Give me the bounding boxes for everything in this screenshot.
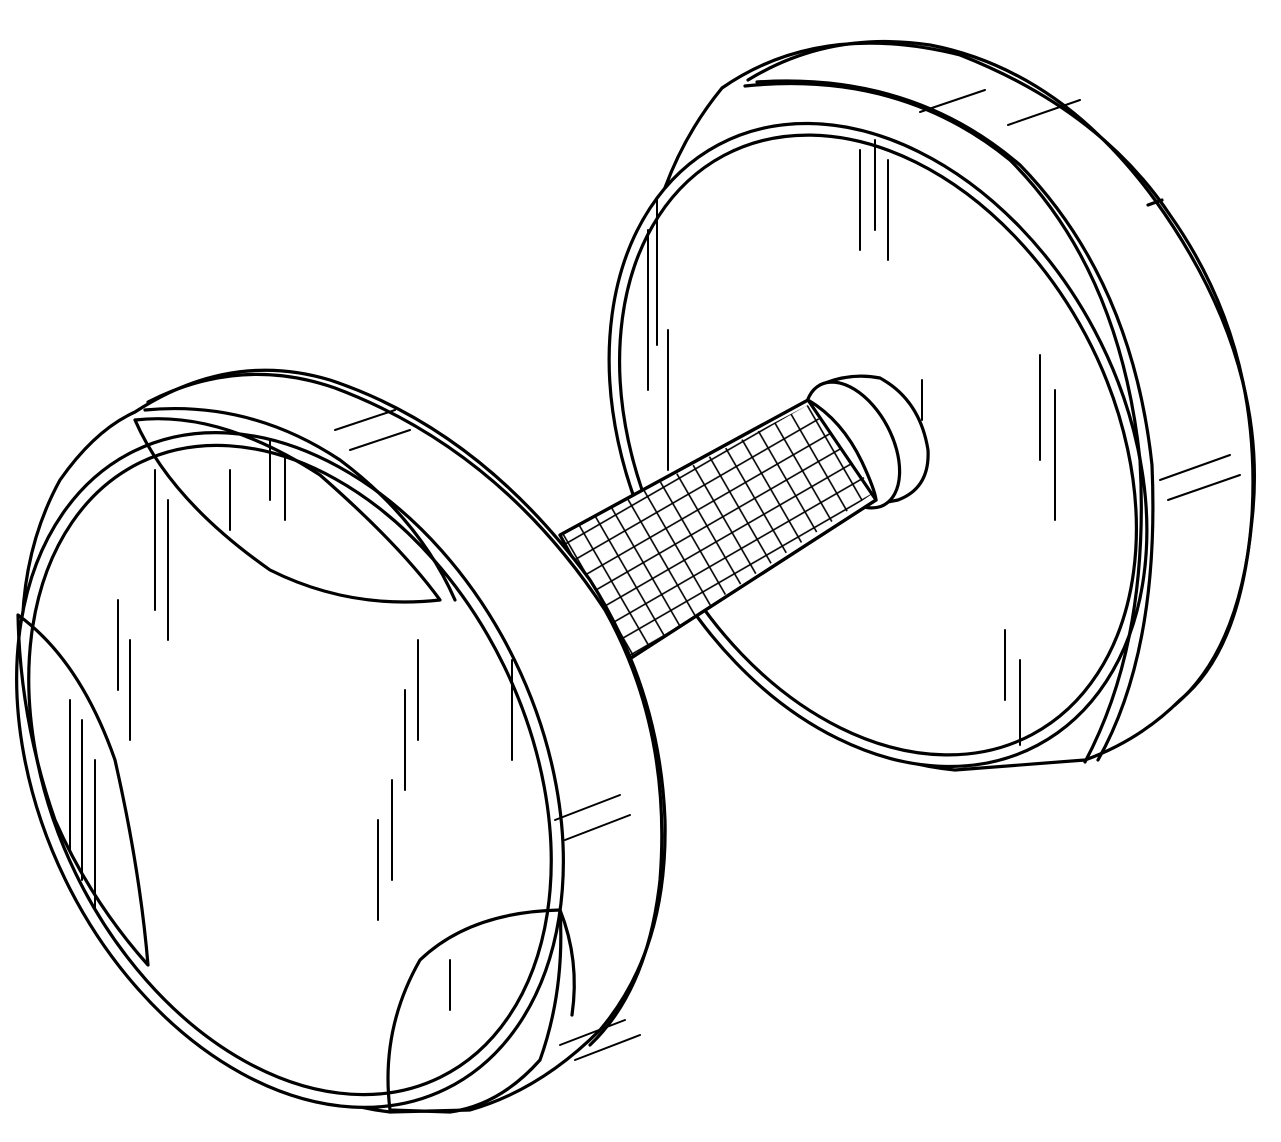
left-weight-plate xyxy=(0,341,670,1142)
